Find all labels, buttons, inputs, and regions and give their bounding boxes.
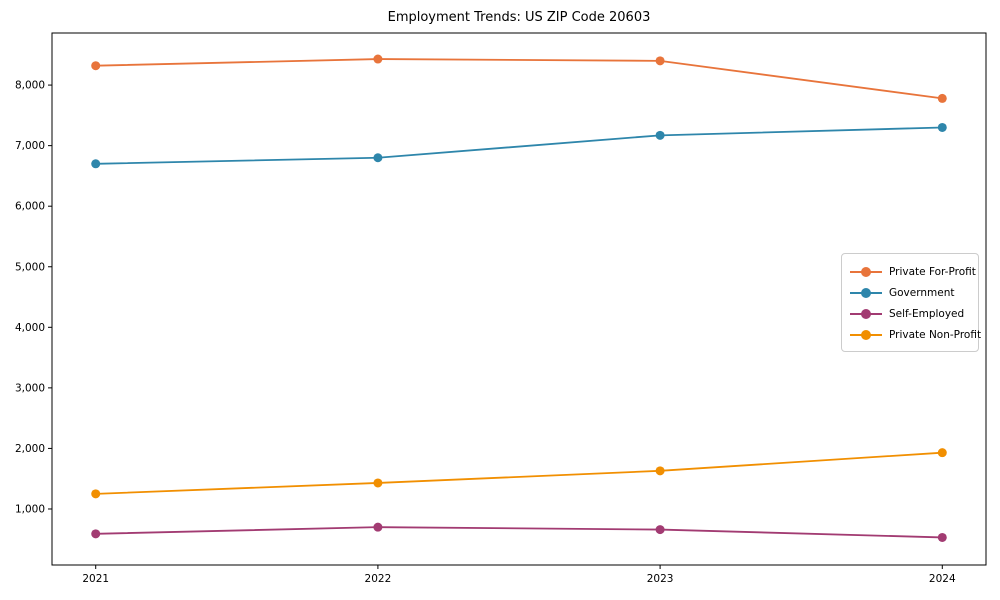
y-tick-label: 2,000 [15, 443, 45, 455]
data-point-private-for-profit-2022 [373, 54, 383, 64]
x-tick-label: 2022 [365, 573, 392, 585]
data-point-government-2023 [655, 130, 665, 140]
data-point-private-non-profit-2024 [937, 448, 947, 458]
series-line-government [95, 126, 943, 165]
legend-label: Self-Employed [889, 307, 965, 320]
data-point-private-non-profit-2022 [373, 478, 383, 488]
y-tick-label: 8,000 [15, 80, 45, 92]
legend-marker-government-icon [850, 287, 882, 298]
data-point-self-employed-2022 [373, 522, 383, 532]
legend-label: Government [889, 286, 955, 299]
y-tick-label: 7,000 [15, 140, 45, 152]
y-tick-label: 3,000 [15, 382, 45, 394]
x-tick-label: 2021 [82, 573, 109, 585]
legend-marker-private-non-profit-icon [850, 329, 882, 340]
data-point-private-for-profit-2021 [91, 61, 101, 71]
legend-label: Private For-Profit [889, 265, 976, 278]
legend-label: Private Non-Profit [889, 328, 982, 341]
data-point-government-2024 [937, 122, 947, 132]
x-tick-label: 2023 [647, 573, 674, 585]
legend: Private For-Profit Government Self-Emplo… [841, 253, 981, 352]
data-point-private-for-profit-2023 [655, 56, 665, 66]
series-line-self-employed [95, 526, 943, 539]
y-tick-label: 4,000 [15, 322, 45, 334]
y-tick-label: 1,000 [15, 503, 45, 515]
legend-marker-self-employed-icon [850, 308, 882, 319]
data-point-private-non-profit-2023 [655, 466, 665, 476]
x-tick-label: 2024 [929, 573, 956, 585]
series-line-private-non-profit [95, 451, 943, 495]
legend-item-self-employed: Self-Employed [850, 303, 970, 324]
chart-title: Employment Trends: US ZIP Code 20603 [387, 10, 651, 25]
data-point-self-employed-2021 [91, 529, 101, 539]
data-point-private-for-profit-2024 [937, 93, 947, 103]
legend-item-private-for-profit: Private For-Profit [850, 261, 976, 282]
data-point-private-non-profit-2021 [91, 489, 101, 499]
data-point-government-2022 [373, 153, 383, 163]
legend-item-private-non-profit: Private Non-Profit [850, 324, 981, 345]
data-point-government-2021 [91, 159, 101, 169]
legend-marker-private-for-profit-icon [850, 266, 882, 277]
data-point-self-employed-2024 [937, 532, 947, 542]
y-tick-label: 5,000 [15, 261, 45, 273]
plot-border [51, 32, 987, 566]
data-point-self-employed-2023 [655, 525, 665, 535]
y-tick-label: 6,000 [15, 201, 45, 213]
legend-item-government: Government [850, 282, 970, 303]
series-line-private-for-profit [95, 58, 943, 100]
